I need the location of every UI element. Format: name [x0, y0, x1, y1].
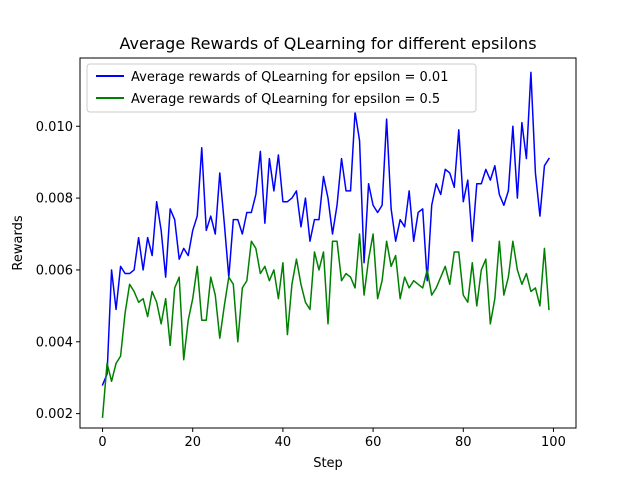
x-axis: 0 20 40 60 80 100	[98, 428, 566, 450]
y-axis: 0.002 0.004 0.006 0.008 0.010	[36, 120, 80, 422]
y-axis-label: Rewards	[11, 215, 26, 270]
x-tick-label: 60	[365, 435, 382, 450]
y-tick-label: 0.010	[36, 120, 73, 135]
plot-frame	[79, 57, 577, 429]
legend-box	[86, 63, 477, 113]
chart-title: Average Rewards of QLearning for differe…	[119, 34, 536, 53]
x-tick-label: 20	[184, 435, 201, 450]
x-tick-label: 100	[541, 435, 566, 450]
x-tick-label: 40	[275, 435, 292, 450]
y-tick-label: 0.006	[36, 263, 73, 278]
series-line-0	[101, 71, 550, 386]
x-tick-label: 80	[455, 435, 472, 450]
y-tick-label: 0.004	[36, 335, 73, 350]
series-layer	[101, 71, 550, 419]
legend: Average rewards of QLearning for epsilon…	[86, 63, 477, 113]
series-line-1	[101, 233, 550, 419]
legend-label-eps-001: Average rewards of QLearning for epsilon…	[131, 70, 448, 85]
x-tick-label: 0	[98, 435, 106, 450]
x-axis-label: Step	[313, 456, 343, 471]
y-tick-label: 0.008	[36, 192, 73, 207]
y-tick-label: 0.002	[36, 407, 73, 422]
legend-label-eps-05: Average rewards of QLearning for epsilon…	[131, 92, 440, 107]
